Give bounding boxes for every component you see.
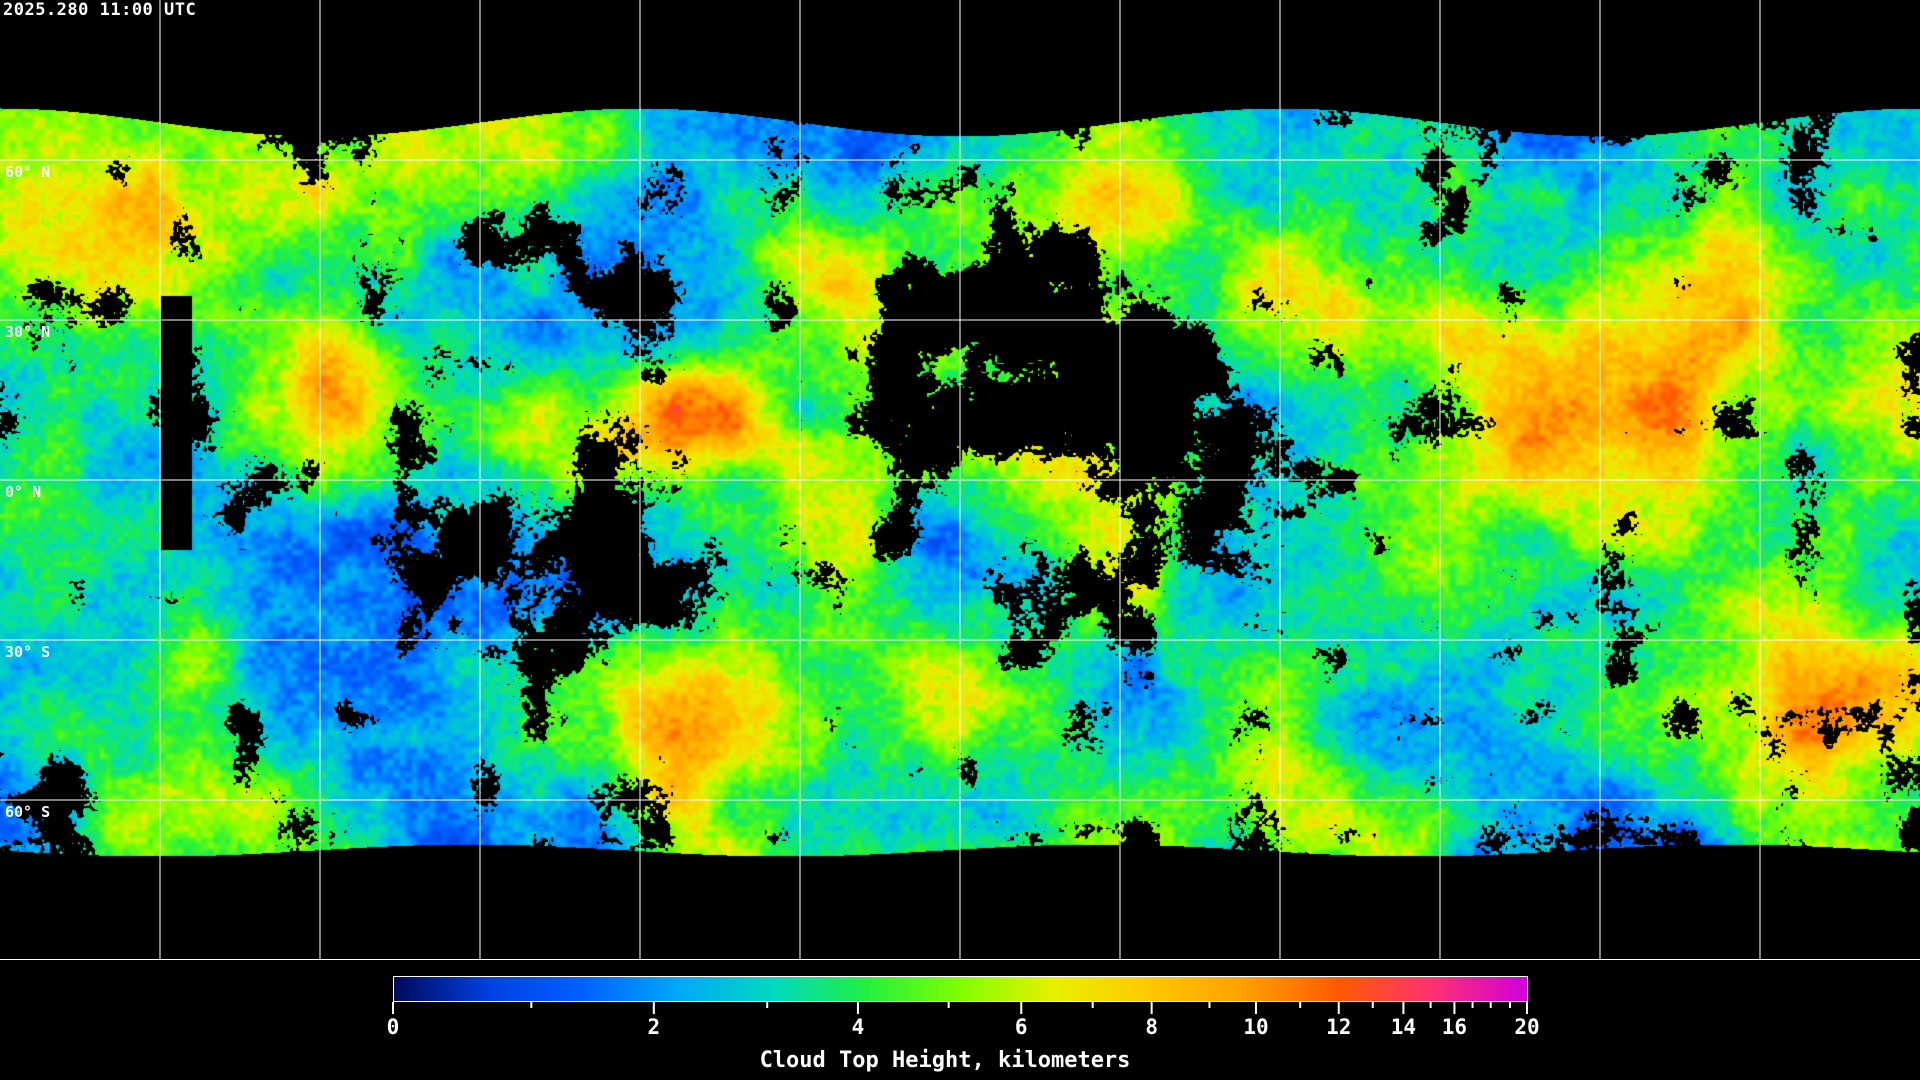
- lat-label-30s: 30° S: [5, 643, 51, 661]
- tick-label: 8: [1145, 1015, 1158, 1039]
- tick-label: 12: [1326, 1015, 1352, 1039]
- tick-label: 14: [1390, 1015, 1417, 1039]
- graticule: [0, 0, 1920, 960]
- tick-label: 16: [1441, 1015, 1468, 1039]
- tick-label: 0: [386, 1015, 400, 1039]
- tick-label: 4: [851, 1015, 865, 1039]
- lat-label-30n: 30° N: [5, 323, 51, 341]
- lat-label-60s: 60° S: [5, 803, 51, 821]
- tick-label: 10: [1243, 1015, 1269, 1039]
- tick-label: 6: [1014, 1015, 1028, 1039]
- colorbar-title: Cloud Top Height, kilometers: [759, 1048, 1131, 1073]
- tick-label: 2: [647, 1015, 661, 1039]
- lat-label-60n: 60° N: [5, 163, 51, 181]
- colorbar: [393, 976, 1528, 1002]
- timestamp-label: 2025.280 11:00 UTC: [3, 0, 197, 20]
- tick-label: 20: [1514, 1015, 1540, 1039]
- lat-label-0: 0° N: [5, 483, 42, 501]
